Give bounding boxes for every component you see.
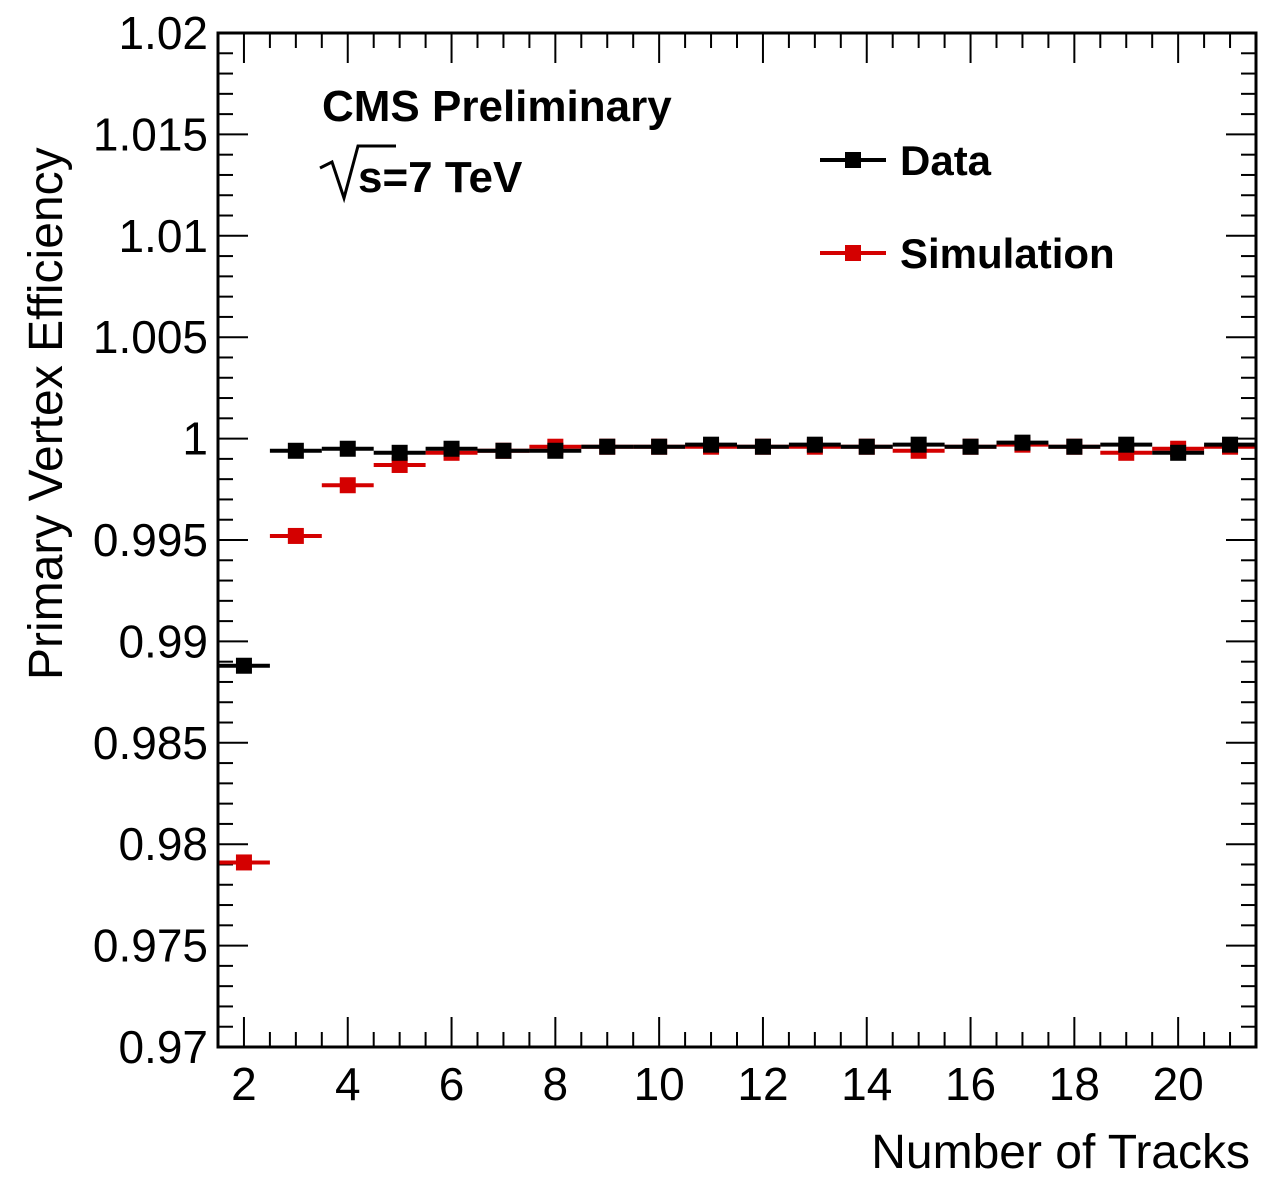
y-tick-label: 1.02 <box>118 7 208 59</box>
data-point <box>443 440 460 457</box>
y-tick-label: 0.985 <box>93 717 208 769</box>
y-tick-label: 0.98 <box>118 818 208 870</box>
axis-ticks <box>217 32 1257 1048</box>
y-tick-label: 1.015 <box>93 108 208 160</box>
data-point <box>858 438 875 455</box>
data-point <box>391 444 408 461</box>
legend-data-label: Data <box>900 137 992 184</box>
data-point <box>1014 434 1031 451</box>
x-tick-label: 8 <box>543 1058 569 1110</box>
x-tick-label: 18 <box>1049 1058 1100 1110</box>
data-point <box>235 657 252 674</box>
data-point <box>235 854 252 871</box>
y-tick-label: 1.005 <box>93 311 208 363</box>
y-tick-labels: 0.97 0.975 0.98 0.985 0.99 0.995 1 1.005 1.01 1.0… <box>93 7 208 1073</box>
data-point <box>703 436 720 453</box>
x-axis-title: Number of Tracks <box>871 1126 1250 1179</box>
data-point <box>287 442 304 459</box>
energy-label: s=7 TeV <box>358 153 523 202</box>
legend-data-marker <box>845 152 861 168</box>
x-tick-label: 20 <box>1153 1058 1204 1110</box>
x-tick-label: 4 <box>335 1058 361 1110</box>
data-point <box>962 438 979 455</box>
data-point <box>1118 436 1135 453</box>
data-point <box>599 438 616 455</box>
y-tick-label: 1 <box>182 413 208 465</box>
data-point <box>339 477 356 494</box>
series-data <box>218 434 1256 674</box>
x-tick-label: 6 <box>439 1058 465 1110</box>
series-simulation <box>218 436 1256 871</box>
x-tick-label: 12 <box>737 1058 788 1110</box>
data-series <box>218 434 1256 871</box>
y-axis-title: Primary Vertex Efficiency <box>20 147 73 680</box>
plot-frame <box>216 31 1258 1049</box>
legend-entry-data: Data <box>820 137 992 184</box>
cms-preliminary-label: CMS Preliminary <box>322 82 672 131</box>
data-point <box>547 442 564 459</box>
y-tick-label: 0.99 <box>118 615 208 667</box>
data-point <box>339 440 356 457</box>
data-point <box>287 527 304 544</box>
x-tick-label: 10 <box>634 1058 685 1110</box>
data-point <box>651 438 668 455</box>
y-tick-label: 0.995 <box>93 514 208 566</box>
data-point <box>1066 438 1083 455</box>
legend-entry-simulation: Simulation <box>820 230 1115 277</box>
legend-simulation-label: Simulation <box>900 230 1115 277</box>
x-tick-labels: 2 4 6 8 10 12 14 16 18 20 <box>231 1058 1204 1110</box>
data-point <box>806 436 823 453</box>
y-tick-label: 0.975 <box>93 920 208 972</box>
legend: Data Simulation <box>820 137 1115 277</box>
x-tick-label: 2 <box>231 1058 257 1110</box>
x-tick-label: 14 <box>841 1058 892 1110</box>
data-point <box>495 442 512 459</box>
legend-simulation-marker <box>845 245 861 261</box>
y-tick-label: 0.97 <box>118 1021 208 1073</box>
data-point <box>754 438 771 455</box>
data-point <box>1222 436 1239 453</box>
x-tick-label: 16 <box>945 1058 996 1110</box>
data-point <box>910 436 927 453</box>
data-point <box>1170 444 1187 461</box>
data-point <box>391 456 408 473</box>
sqrt-symbol <box>319 144 396 204</box>
y-tick-label: 1.01 <box>118 210 208 262</box>
